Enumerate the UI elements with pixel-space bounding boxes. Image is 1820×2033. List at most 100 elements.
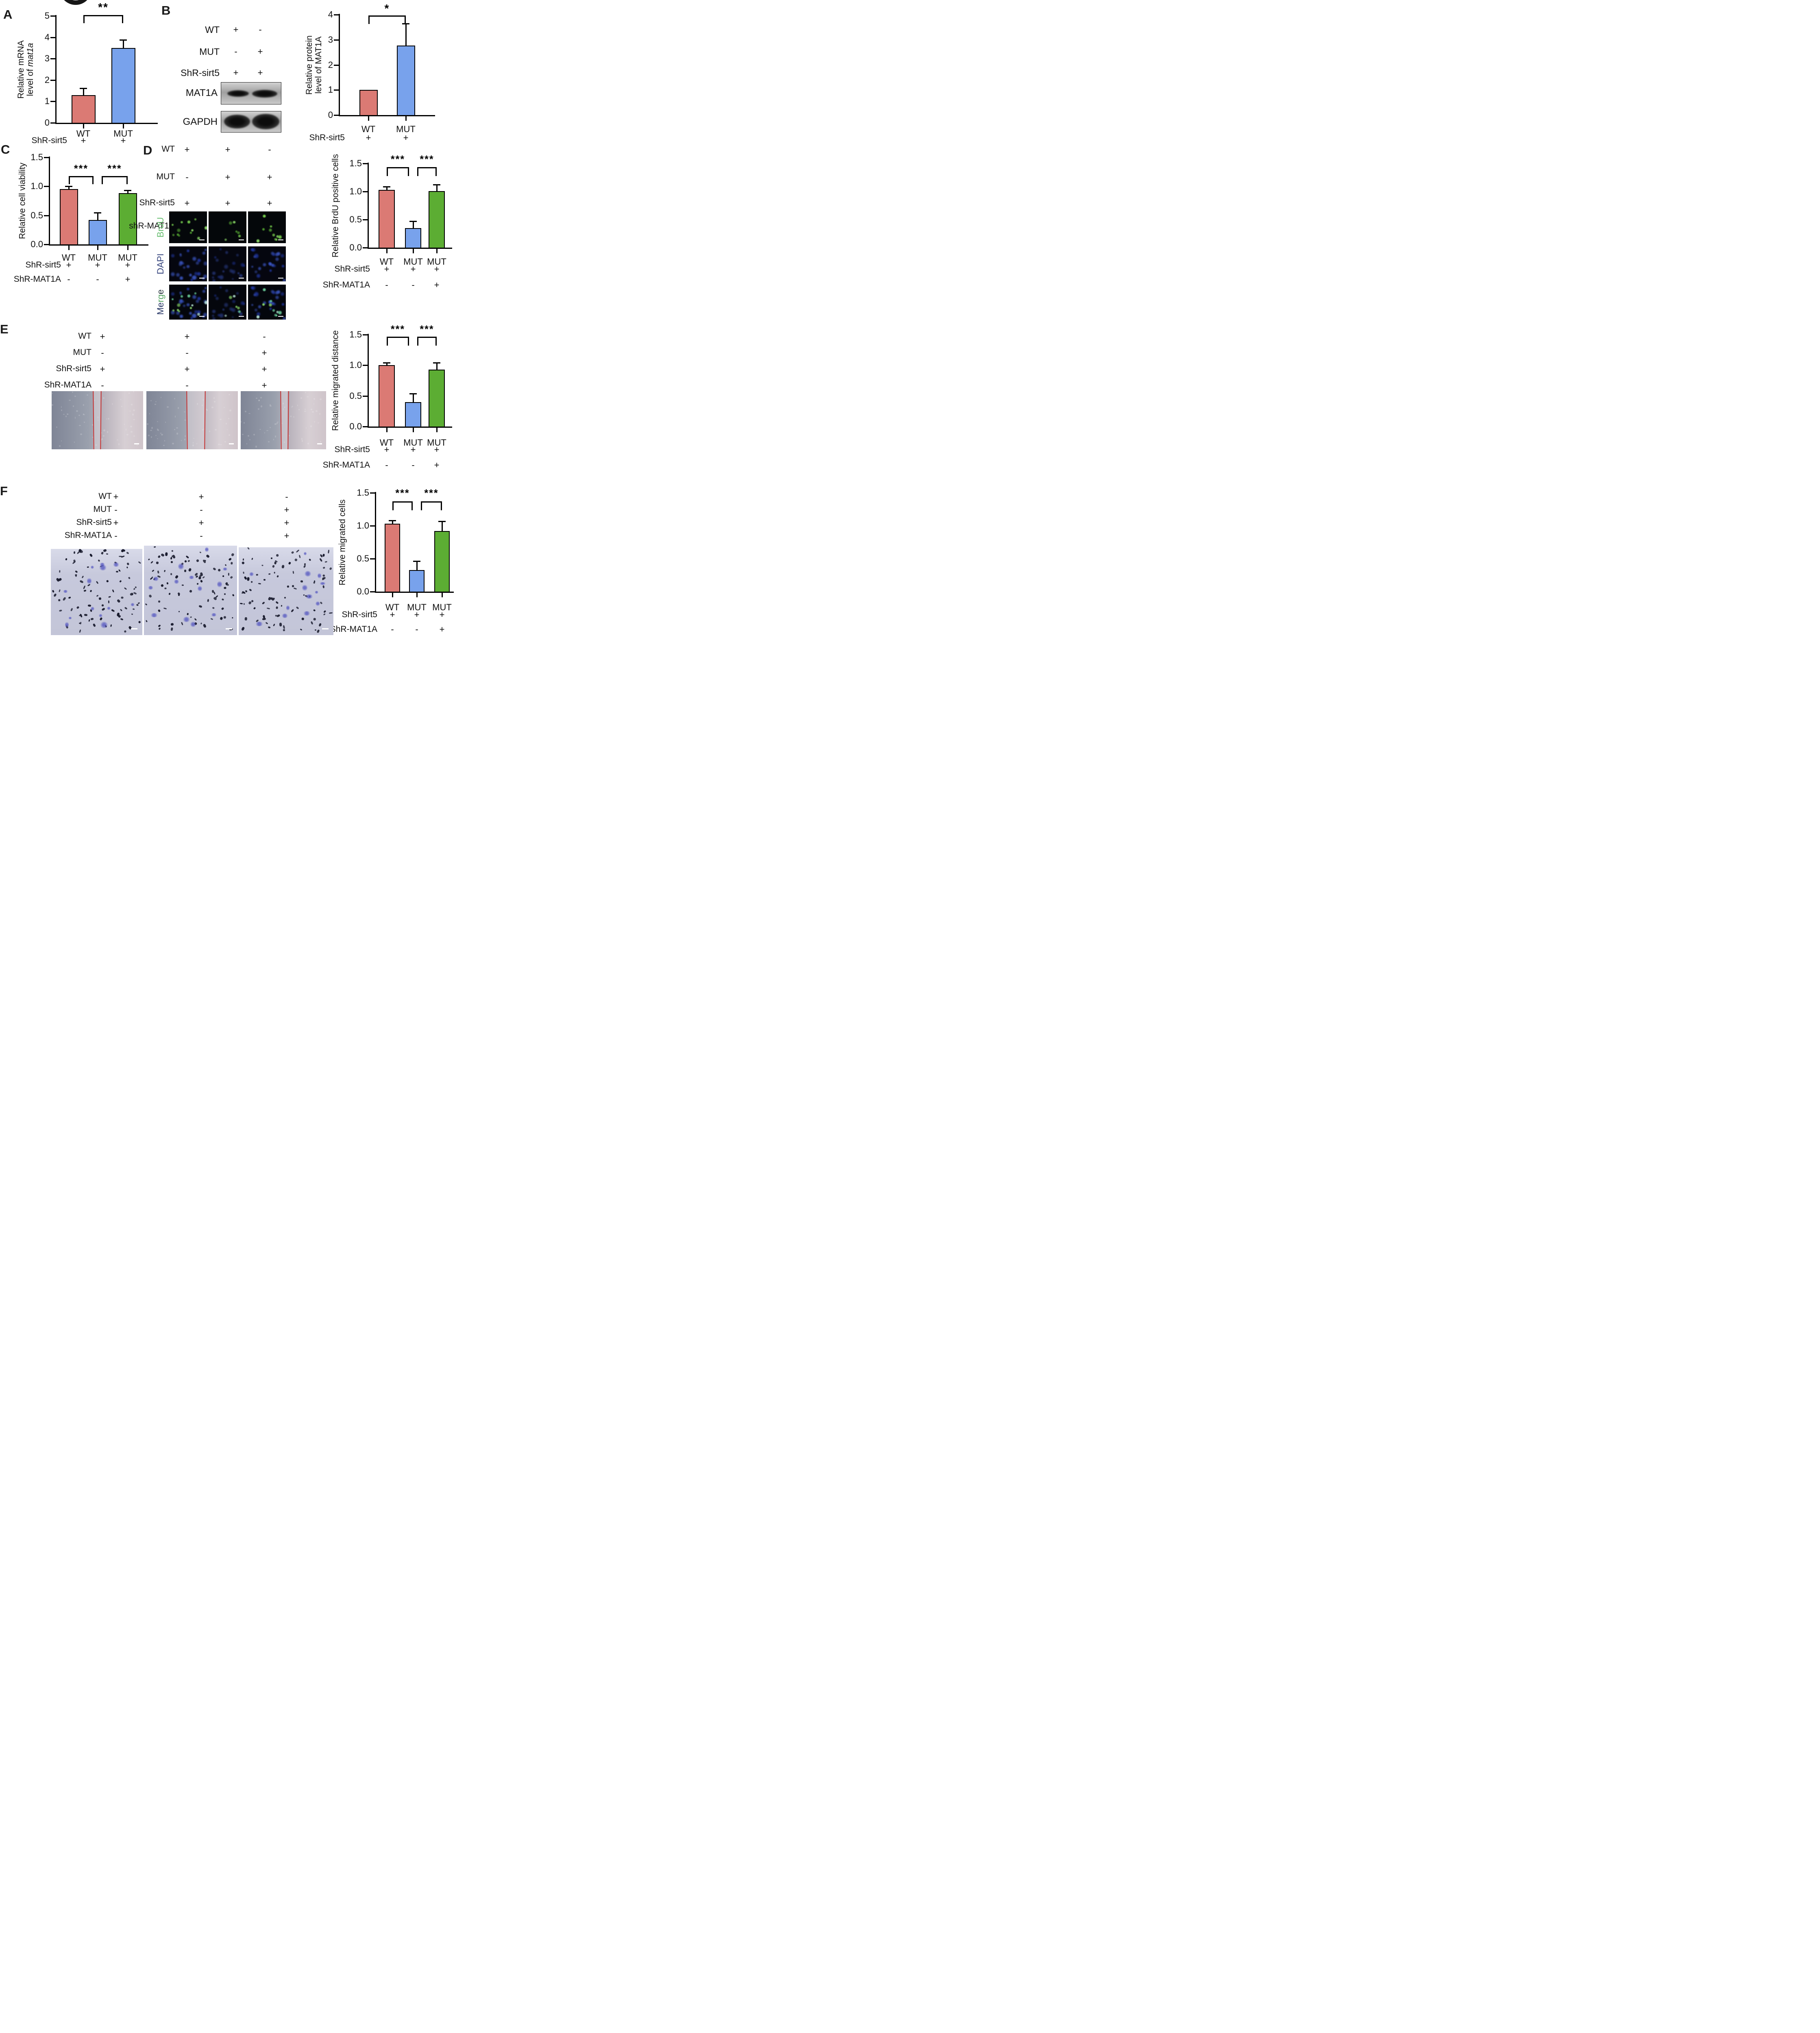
- wound-texture-dot: [130, 425, 132, 428]
- wound-texture-dot: [176, 432, 178, 435]
- cell-dot: [250, 248, 255, 252]
- y-tick: [363, 247, 368, 248]
- y-tick: [363, 395, 368, 397]
- scale-bar: [278, 239, 283, 240]
- migrated-cell-speck: [59, 570, 61, 573]
- cell-dot: [204, 300, 207, 305]
- cell-dot: [225, 288, 229, 293]
- y-tick-label: 0.5: [349, 390, 362, 401]
- cell-dot: [197, 312, 201, 316]
- sig-bracket-drop: [122, 15, 123, 23]
- scale-bar: [199, 316, 205, 317]
- wound-texture-dot: [270, 405, 272, 407]
- condition-symbol: +: [434, 264, 440, 274]
- condition-symbol: +: [434, 280, 440, 290]
- cell-dot: [217, 313, 221, 317]
- wound-texture-dot: [311, 409, 312, 410]
- cell-dot: [170, 253, 175, 258]
- crystal-violet-blob: [304, 551, 307, 556]
- condition-symbol: +: [95, 260, 100, 270]
- migrated-cell-speck: [300, 628, 303, 631]
- y-axis-label: Relative cell viability: [17, 163, 27, 239]
- migrated-cell-speck: [133, 588, 135, 590]
- migrated-cell-speck: [163, 607, 167, 610]
- scale-bar: [322, 628, 329, 629]
- y-tick-label: 0.0: [30, 239, 43, 249]
- migrated-cell-speck: [271, 557, 273, 559]
- migrated-cell-speck: [261, 601, 266, 605]
- error-bar-stem: [386, 186, 388, 190]
- dapi-image-3: [248, 246, 286, 281]
- condition-row-label: ShR-sirt5: [334, 445, 370, 454]
- cell-dot: [257, 305, 262, 309]
- migrated-cell-speck: [202, 576, 205, 579]
- migrated-cell-speck: [206, 554, 210, 559]
- wound-texture-dot: [274, 435, 276, 438]
- wound-texture-dot: [320, 441, 322, 443]
- crystal-violet-blob: [222, 568, 228, 570]
- y-tick: [334, 14, 339, 15]
- migrated-cell-speck: [284, 597, 286, 599]
- y-tick: [50, 79, 55, 81]
- cell-dot: [197, 236, 201, 241]
- wound-texture-dot: [72, 405, 74, 407]
- table-symbol: +: [225, 144, 231, 155]
- condition-symbol: +: [120, 135, 126, 146]
- wound-texture-dot: [52, 404, 53, 406]
- cell-dot: [188, 273, 192, 277]
- wound-texture-dot: [256, 397, 258, 399]
- migrated-cell-speck: [170, 623, 174, 626]
- migrated-cell-speck: [124, 607, 128, 610]
- migrated-cell-speck: [158, 625, 161, 627]
- table-symbol: +: [113, 518, 119, 528]
- migrated-cell-speck: [243, 558, 244, 561]
- category-label: MUT: [432, 602, 452, 612]
- migrated-cell-speck: [318, 623, 322, 627]
- y-tick-label: 2: [328, 59, 333, 70]
- y-tick-label: 1.0: [357, 520, 369, 531]
- wound-texture-dot: [61, 406, 62, 408]
- migrated-cell-speck: [165, 587, 167, 590]
- wound-texture-dot: [305, 427, 307, 429]
- table-symbol: +: [261, 348, 267, 358]
- y-tick: [363, 219, 368, 220]
- scale-bar: [317, 443, 322, 444]
- bar-wt-0: [59, 189, 78, 245]
- cell-dot: [231, 277, 234, 280]
- cell-dot: [232, 294, 236, 298]
- migrated-cell-speck: [199, 575, 202, 579]
- migrated-cell-speck: [268, 626, 271, 629]
- table-row-label-mut: MUT: [199, 46, 220, 57]
- wound-texture-dot: [257, 408, 260, 410]
- wound-texture-dot: [174, 416, 176, 418]
- cell-dot: [202, 274, 207, 279]
- y-tick: [334, 39, 339, 41]
- wound-texture-dot: [226, 429, 228, 430]
- y-tick-label: 0.5: [357, 553, 369, 564]
- migrated-cell-speck: [101, 551, 104, 555]
- migrated-cell-speck: [290, 609, 294, 613]
- migrated-cell-speck: [255, 574, 258, 576]
- x-tick: [386, 428, 388, 432]
- wound-texture-dot: [289, 435, 290, 437]
- cell-dot: [275, 238, 278, 241]
- wound-texture-dot: [258, 399, 260, 401]
- cell-dot: [262, 214, 267, 218]
- cell-dot: [237, 272, 240, 274]
- x-axis: [339, 115, 435, 116]
- wound-texture-dot: [59, 445, 61, 447]
- error-bar-cap: [402, 23, 409, 24]
- cell-dot: [231, 299, 236, 304]
- wound-texture-dot: [313, 398, 316, 400]
- cell-dot: [194, 271, 198, 276]
- cell-dot: [232, 220, 236, 224]
- migrated-cell-speck: [184, 560, 187, 563]
- y-tick: [363, 365, 368, 366]
- migrated-cell-speck: [313, 609, 316, 612]
- cell-dot: [236, 231, 241, 235]
- cell-dot: [186, 249, 190, 252]
- sig-bracket-bar: [69, 176, 94, 177]
- significance-stars: ***: [395, 488, 410, 499]
- merge-image-1: [169, 285, 207, 320]
- y-axis: [368, 334, 369, 427]
